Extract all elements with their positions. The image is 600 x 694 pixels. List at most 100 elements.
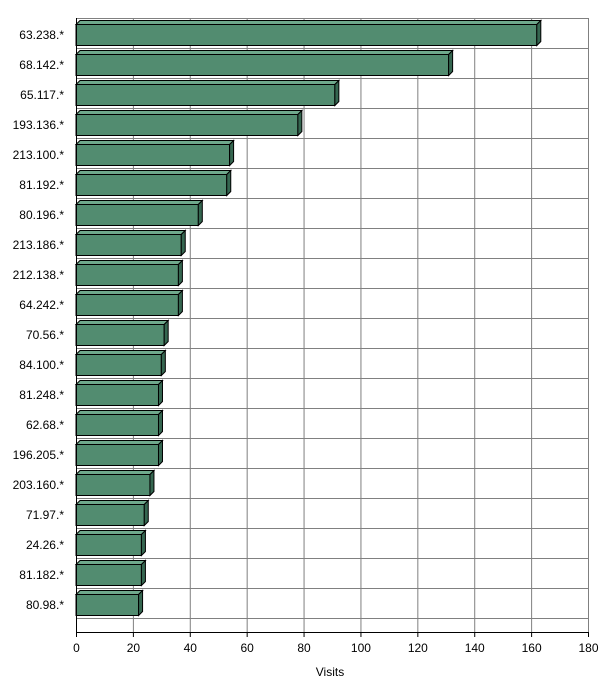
bar-top [74,20,543,25]
bar-front [75,24,538,46]
x-tick-label: 120 [408,641,428,655]
category-label: 80.196.* [19,208,64,222]
bar-80.98.* [74,589,144,617]
bar-front [75,594,140,616]
bar-side [448,49,454,77]
x-axis-title: Visits [316,665,344,679]
bar-side [177,289,183,317]
bar-top [74,470,156,475]
bar-80.196.* [74,199,204,227]
x-tick-label: 40 [184,641,198,655]
bar-front [75,444,159,466]
category-label: 81.182.* [19,568,64,582]
category-label: 24.26.* [26,538,64,552]
bar-side [157,439,163,467]
category-label: 71.97.* [26,508,64,522]
axes [76,18,589,637]
bar-213.186.* [74,229,187,257]
bar-top [74,410,164,415]
bar-top [74,230,187,235]
category-label: 212.138.* [13,268,65,282]
bar-top [74,50,454,55]
x-tick-label: 180 [578,641,598,655]
bar-side [149,469,155,497]
bar-213.100.* [74,139,235,167]
bar-65.117.* [74,79,341,107]
bar-24.26.* [74,529,147,557]
bar-front [75,264,179,286]
bar-side [143,499,149,527]
bar-side [180,229,186,257]
category-label: 70.56.* [26,328,64,342]
category-label: 84.100.* [19,358,64,372]
bar-side [157,379,163,407]
bar-front [75,144,231,166]
bar-84.100.* [74,349,167,377]
bar-side [536,19,542,47]
x-tick-label: 0 [73,641,80,655]
bar-front [75,414,159,436]
bar-side [334,79,340,107]
bar-81.192.* [74,169,232,197]
bar-top [74,500,150,505]
bar-side [140,559,146,587]
bar-70.56.* [74,319,170,347]
x-tick-labels: 0 20 40 60 80 100 120 140 160 180 [73,641,599,655]
bar-81.182.* [74,559,147,587]
category-label: 63.238.* [19,28,64,42]
bar-top [74,320,170,325]
bar-front [75,534,142,556]
bar-196.205.* [74,439,164,467]
x-tick-label: 160 [522,641,542,655]
bar-top [74,560,147,565]
bar-64.242.* [74,289,184,317]
bar-top [74,290,184,295]
category-label: 65.117.* [20,88,64,102]
x-tick-label: 80 [297,641,311,655]
category-label: 64.242.* [19,298,64,312]
bar-side [226,169,232,197]
gridlines [76,18,589,633]
category-label: 81.192.* [19,178,64,192]
category-label: 80.98.* [26,598,64,612]
bar-side [177,259,183,287]
bar-front [75,474,151,496]
bar-top [74,110,304,115]
x-tick-label: 140 [465,641,485,655]
bars [74,19,543,617]
bar-top [74,440,164,445]
bar-71.97.* [74,499,150,527]
bar-side [297,109,303,137]
bar-side [140,529,146,557]
category-label: 213.100.* [13,148,65,162]
bar-front [75,324,165,346]
bar-top [74,530,147,535]
bar-side [157,409,163,437]
bar-203.160.* [74,469,156,497]
bar-front [75,174,228,196]
category-label: 68.142.* [19,58,64,72]
x-tick-label: 20 [127,641,141,655]
bar-side [229,139,235,167]
bar-62.68.* [74,409,164,437]
bar-top [74,170,232,175]
bar-front [75,564,142,586]
bar-front [75,114,299,136]
bar-side [197,199,203,227]
category-label: 193.136.* [13,118,65,132]
bar-top [74,590,144,595]
bar-front [75,294,179,316]
bar-top [74,260,184,265]
category-label: 62.68.* [26,418,64,432]
category-label: 81.248.* [19,388,64,402]
bar-side [160,349,166,377]
bar-top [74,380,164,385]
bar-front [75,384,159,406]
bar-top [74,200,204,205]
bar-front [75,504,145,526]
x-tick-label: 60 [240,641,254,655]
x-tick-label: 100 [351,641,371,655]
bar-63.238.* [74,19,543,47]
bar-front [75,354,162,376]
